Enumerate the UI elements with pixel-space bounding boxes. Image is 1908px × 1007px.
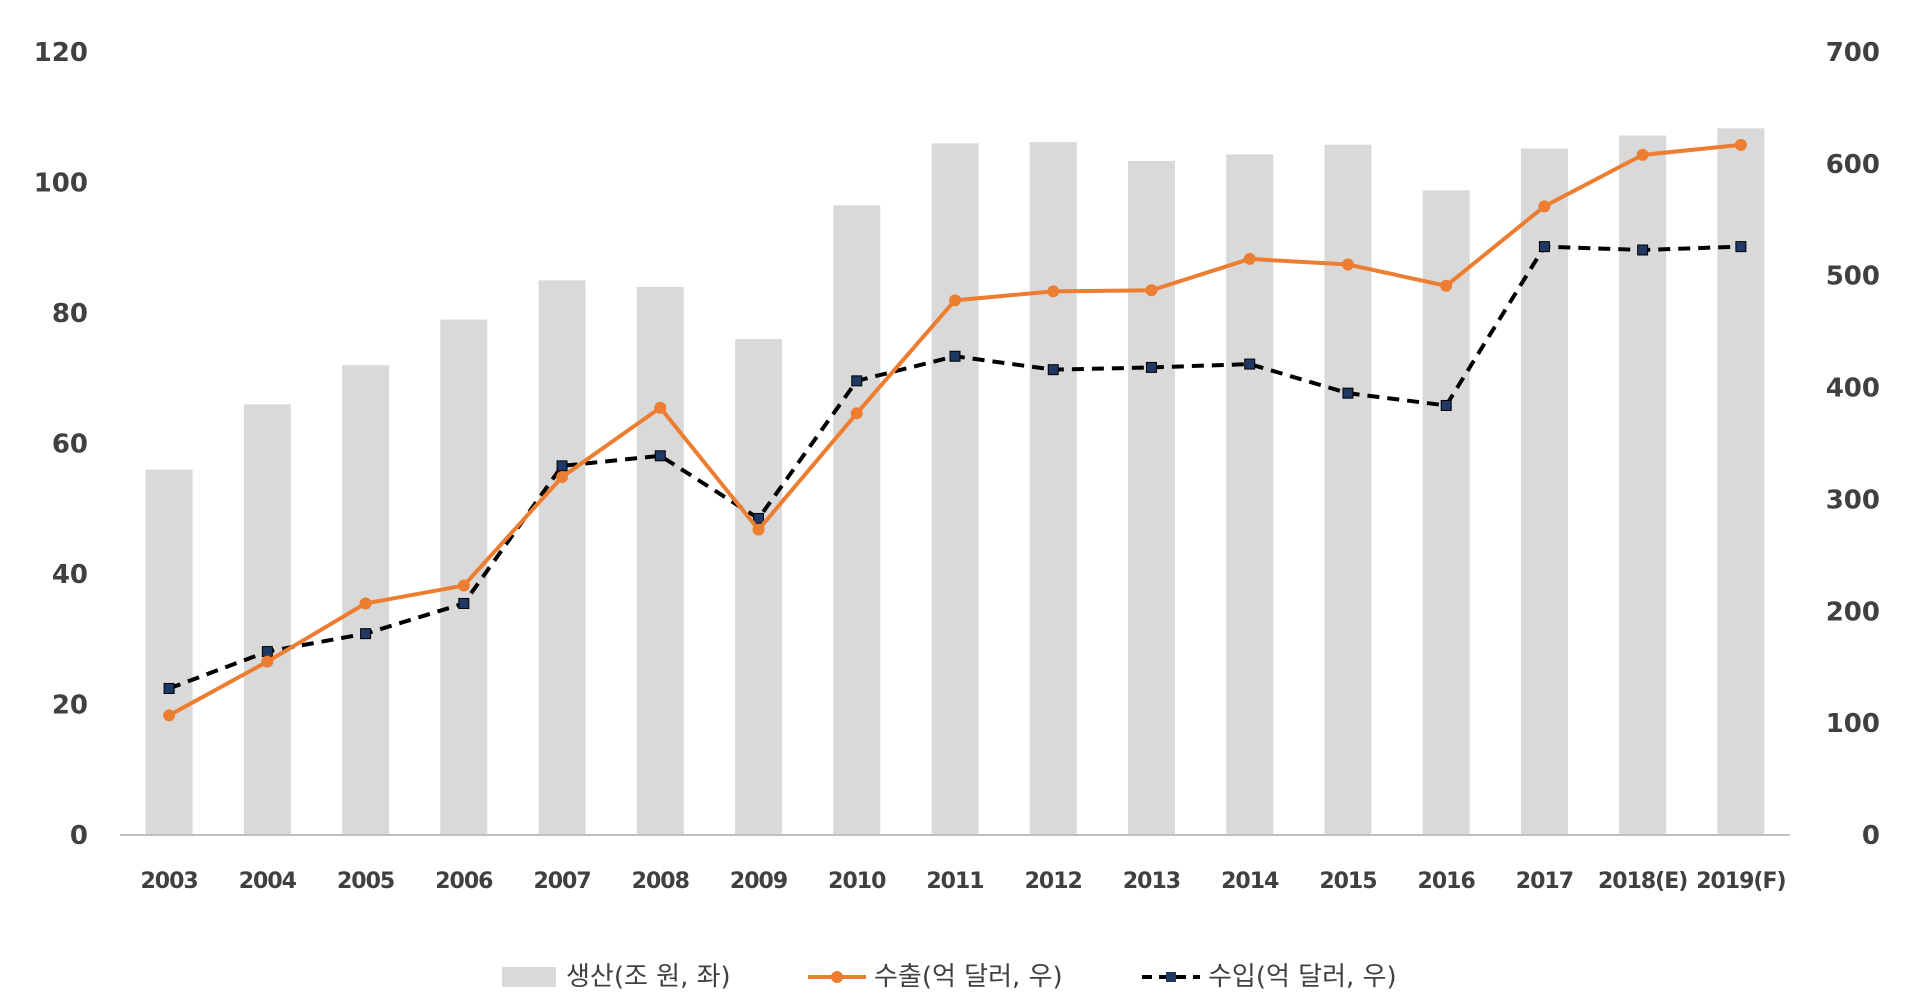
production-bar-2013: [1127, 160, 1175, 835]
legend-label-production: 생산(조 원, 좌): [566, 962, 731, 992]
legend: 생산(조 원, 좌) 수출(억 달러, 우) 수입(억 달러, 우): [502, 962, 1397, 992]
import-marker-2015: [1342, 387, 1354, 399]
import-marker-2019(F): [1735, 241, 1747, 253]
x-tick-label: 2009: [730, 869, 787, 894]
import-marker-2010: [851, 375, 863, 387]
production-bar-2019(F): [1717, 128, 1765, 835]
x-tick-label: 2014: [1221, 869, 1279, 894]
x-tick-label: 2018(E): [1598, 869, 1687, 894]
import-marker-2004: [261, 646, 273, 658]
export-marker-2018(E): [1636, 148, 1649, 161]
legend-label-import: 수입(억 달러, 우): [1208, 962, 1397, 992]
left-y-axis: 0 20 40 60 80 100 120: [34, 38, 88, 851]
production-bar-2010: [833, 205, 881, 835]
production-bar-2008: [636, 286, 684, 835]
x-tick-label: 2012: [1025, 869, 1082, 894]
production-bar-2007: [538, 280, 586, 835]
production-bar-2014: [1226, 154, 1274, 835]
legend-marker-import: [1166, 972, 1176, 982]
x-tick-label: 2008: [632, 869, 689, 894]
legend-label-export: 수출(억 달러, 우): [874, 962, 1063, 992]
export-marker-2014: [1243, 252, 1256, 265]
export-marker-2011: [949, 294, 961, 307]
x-tick-label: 2003: [141, 869, 198, 894]
right-tick-label: 500: [1826, 262, 1880, 292]
import-marker-2005: [360, 628, 372, 640]
right-y-axis: 0 100 200 300 400 500 600 700: [1826, 38, 1880, 851]
import-marker-2007: [556, 460, 568, 472]
x-tick-label: 2013: [1123, 869, 1180, 894]
production-bar-2015: [1324, 144, 1372, 835]
export-marker-2013: [1145, 284, 1158, 297]
export-marker-2017: [1538, 200, 1551, 213]
x-tick-label: 2006: [435, 869, 493, 894]
x-tick-label: 2005: [337, 869, 394, 894]
production-bar-2003: [145, 469, 193, 835]
import-marker-2014: [1244, 358, 1256, 370]
import-marker-2003: [163, 682, 175, 694]
production-bar-2016: [1422, 190, 1470, 835]
export-marker-2019(F): [1734, 138, 1747, 151]
right-tick-label: 600: [1826, 150, 1880, 180]
production-bars: [145, 128, 1765, 836]
x-tick-label: 2010: [828, 869, 886, 894]
legend-marker-export: [831, 971, 843, 983]
x-tick-label: 2017: [1516, 869, 1573, 894]
left-tick-label: 100: [34, 169, 88, 199]
right-tick-label: 700: [1826, 38, 1880, 68]
import-marker-2011: [949, 350, 961, 362]
production-bar-2011: [931, 143, 979, 836]
import-marker-2017: [1538, 241, 1550, 253]
x-tick-label: 2015: [1319, 869, 1376, 894]
x-tick-label: 2016: [1418, 869, 1476, 894]
export-marker-2005: [359, 597, 372, 610]
line-series: [163, 138, 1747, 722]
left-tick-label: 80: [52, 299, 88, 329]
right-tick-label: 0: [1862, 821, 1880, 851]
import-marker-2018(E): [1637, 244, 1649, 256]
import-marker-2012: [1047, 364, 1059, 376]
x-tick-label: 2019(F): [1696, 869, 1785, 894]
import-marker-2009: [753, 512, 765, 524]
export-marker-2004: [261, 655, 274, 668]
export-marker-2008: [654, 401, 667, 414]
right-tick-label: 400: [1826, 374, 1880, 404]
right-tick-label: 100: [1826, 709, 1880, 739]
export-marker-2006: [457, 579, 470, 592]
left-tick-label: 0: [70, 821, 88, 851]
x-tick-label: 2011: [926, 869, 983, 894]
production-bar-2006: [440, 319, 488, 835]
left-tick-label: 60: [52, 430, 88, 460]
right-tick-label: 200: [1826, 597, 1880, 627]
export-marker-2010: [850, 407, 863, 420]
production-bar-2009: [735, 339, 783, 835]
left-tick-label: 120: [34, 38, 88, 68]
x-tick-label: 2004: [239, 869, 297, 894]
production-bar-2012: [1029, 142, 1077, 836]
export-marker-2009: [752, 523, 765, 536]
export-marker-2007: [556, 471, 569, 484]
right-tick-label: 300: [1826, 485, 1880, 515]
production-bar-2017: [1520, 148, 1568, 835]
export-marker-2012: [1047, 285, 1060, 298]
x-tick-label: 2007: [533, 869, 590, 894]
import-marker-2008: [654, 450, 666, 462]
production-bar-2004: [243, 404, 291, 835]
legend-swatch-production: [502, 967, 556, 987]
import-marker-2013: [1145, 361, 1157, 373]
export-marker-2015: [1341, 258, 1354, 271]
left-tick-label: 20: [52, 691, 88, 721]
production-bar-2018(E): [1619, 135, 1667, 835]
import-marker-2006: [458, 597, 470, 609]
left-tick-label: 40: [52, 560, 88, 590]
x-axis: 2003 2004 2005 2006 2007 2008 2009 2010 2011 2012…: [141, 869, 1787, 894]
export-marker-2003: [163, 709, 176, 722]
export-marker-2016: [1440, 279, 1453, 292]
import-marker-2016: [1440, 399, 1452, 411]
